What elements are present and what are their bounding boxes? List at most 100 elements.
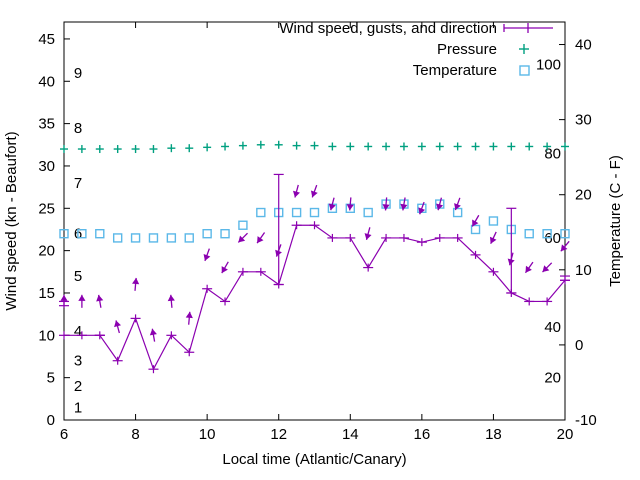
wind-direction-arrow-icon: [346, 197, 354, 211]
y-axis: 0 5 10 15 20 25 30 35 40 45 Wind speed (kn - Beauf…: [3, 31, 70, 429]
wind-direction-arrow-icon: [524, 261, 534, 274]
beaufort-label: 7: [74, 175, 82, 192]
legend-label: Wind speed, gusts, and direction: [279, 20, 497, 37]
temperature-marker: [59, 229, 69, 239]
legend-marker-temperature: [519, 65, 530, 76]
x-tick-label: 12: [270, 426, 287, 443]
temperature-marker: [77, 229, 87, 239]
fahrenheit-scale-labels: 20 40 60 80 100: [536, 56, 561, 386]
x-tick-label: 18: [485, 426, 502, 443]
wind-direction-arrow-icon: [185, 311, 193, 325]
y-tick-label: 45: [38, 31, 55, 48]
temperature-marker: [238, 220, 248, 230]
y2-tick-label: 10: [575, 262, 592, 279]
x-tick-label: 10: [199, 426, 216, 443]
wind-direction-arrow-icon: [364, 227, 372, 241]
series-temperature: [59, 199, 570, 243]
temperature-marker: [524, 229, 534, 239]
y-tick-label: 35: [38, 116, 55, 133]
wind-direction-arrow-icon: [293, 184, 300, 198]
x-axis-title: Local time (Atlantic/Canary): [222, 451, 406, 468]
wind-direction-arrow-icon: [275, 244, 282, 257]
temperature-marker: [95, 229, 105, 239]
wind-direction-arrow-icon: [542, 262, 553, 273]
wind-direction-arrow-icon: [471, 214, 480, 227]
plot-border: [63, 21, 566, 421]
x-tick-label: 20: [557, 426, 574, 443]
wind-direction-arrow-icon: [489, 231, 497, 244]
y2-axis-title: Temperature (C - F): [607, 155, 624, 287]
temperature-marker: [470, 224, 481, 235]
y-tick-label: 25: [38, 200, 55, 217]
wind-direction-arrow-icon: [237, 232, 248, 243]
wind-direction-arrow-icon: [454, 197, 461, 211]
temperature-marker: [309, 207, 320, 218]
x-tick-label: 16: [414, 426, 431, 443]
beaufort-label: 5: [74, 268, 82, 285]
y2-tick-label: 20: [575, 187, 592, 204]
wind-direction-arrow-icon: [96, 294, 104, 308]
beaufort-label: 9: [74, 65, 82, 82]
beaufort-label: 2: [74, 378, 82, 395]
wind-speed-line: [64, 224, 566, 371]
temperature-marker: [256, 207, 266, 218]
y-tick-label: 40: [38, 73, 55, 90]
y2-tick-label: -10: [575, 412, 597, 429]
wind-direction-arrow-icon: [203, 248, 211, 262]
y2-axis: -10 0 10 20 30 40 Temperature (C - F): [559, 37, 624, 429]
wind-direction-arrow-icon: [221, 261, 229, 274]
beaufort-label: 4: [74, 323, 82, 340]
wind-direction-arrow-icon: [310, 184, 318, 198]
temperature-marker: [202, 229, 212, 239]
temperature-marker: [291, 207, 302, 218]
wind-direction-arrow-icon: [114, 320, 122, 334]
beaufort-label: 1: [74, 399, 82, 416]
beaufort-label: 3: [74, 353, 82, 370]
x-tick-label: 6: [60, 426, 68, 443]
temperature-marker: [452, 207, 463, 218]
temperature-marker: [112, 233, 123, 243]
y-tick-label: 0: [47, 412, 55, 429]
wind-direction-arrow-icon: [78, 294, 86, 308]
wind-direction-arrow-icon: [560, 240, 570, 252]
legend-label: Temperature: [413, 62, 497, 79]
y-tick-label: 15: [38, 285, 55, 302]
beaufort-label: 8: [74, 120, 82, 137]
wind-direction-arrow-icon: [382, 197, 390, 211]
wind-direction-arrow-icon: [328, 197, 336, 211]
temperature-marker: [542, 229, 552, 239]
y2-tick-label: 40: [575, 37, 592, 54]
temperature-marker: [130, 233, 141, 243]
wind-direction-arrow-icon: [149, 328, 157, 342]
temperature-marker: [148, 233, 159, 243]
temperature-marker: [560, 229, 570, 239]
y-axis-title: Wind speed (kn - Beaufort): [3, 131, 20, 310]
wind-direction-arrow-icon: [256, 232, 266, 244]
temperature-marker: [166, 233, 177, 243]
plot-frame: [63, 21, 566, 421]
temperature-marker: [220, 229, 230, 239]
wind-direction-arrow-icon: [436, 197, 444, 211]
y-tick-label: 20: [38, 243, 55, 260]
legend: Wind speed, gusts, and direction Pressure…: [279, 20, 553, 79]
wind-direction-arrow-icon: [418, 201, 426, 215]
x-tick-label: 14: [342, 426, 359, 443]
wind-direction-arrow-icon: [400, 197, 408, 211]
y-tick-label: 5: [47, 370, 55, 387]
wind-direction-arrow-icon: [167, 294, 175, 308]
y2-tick-label: 0: [575, 337, 583, 354]
series-pressure: [60, 140, 569, 154]
fahrenheit-label: 100: [536, 56, 561, 73]
series-wind-speed: [59, 173, 570, 374]
x-tick-label: 8: [131, 426, 139, 443]
fahrenheit-label: 80: [544, 145, 561, 162]
fahrenheit-label: 20: [544, 370, 561, 387]
fahrenheit-label: 40: [544, 319, 561, 336]
wind-direction-arrow-icon: [60, 294, 68, 308]
y-tick-label: 10: [38, 327, 55, 344]
legend-label: Pressure: [437, 41, 497, 58]
